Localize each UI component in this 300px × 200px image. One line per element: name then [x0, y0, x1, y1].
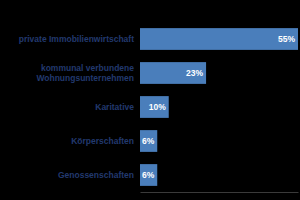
y-tick: Genossenschaften — [58, 170, 134, 180]
data-label: 6% — [142, 136, 155, 146]
y-tick: Karitative — [95, 102, 134, 112]
y-tick: private Immobilienwirtschaft — [19, 34, 134, 44]
category-label: Körperschaften — [71, 136, 134, 146]
data-label: 6% — [142, 170, 155, 180]
bar — [140, 164, 157, 186]
y-axis: private Immobilienwirtschaft kommunal ver… — [19, 34, 135, 180]
category-label: Karitative — [95, 102, 134, 112]
x-axis — [141, 192, 299, 193]
bar — [140, 62, 206, 84]
category-label: kommunal verbundeneWohnungsunternehmen — [36, 63, 134, 83]
background — [0, 0, 300, 200]
data-label: 55% — [278, 34, 295, 44]
data-label: 10% — [149, 102, 166, 112]
bar — [140, 96, 169, 118]
plot: private Immobilienwirtschaft kommunal ver… — [19, 28, 299, 192]
bar — [140, 130, 157, 152]
category-label-line: Wohnungsunternehmen — [36, 73, 134, 83]
y-tick: Körperschaften — [71, 136, 134, 146]
y-tick: kommunal verbundeneWohnungsunternehmen — [36, 63, 134, 83]
category-label: Genossenschaften — [58, 170, 134, 180]
data-label: 23% — [186, 68, 203, 78]
x-axis-line — [141, 192, 299, 193]
category-label: private Immobilienwirtschaft — [19, 34, 134, 44]
bar — [140, 28, 298, 50]
data-labels: 55% 23% 10% 6% 6% — [142, 34, 295, 180]
category-label-line: kommunal verbundene — [41, 63, 134, 73]
chart: private Immobilienwirtschaft kommunal ver… — [0, 0, 300, 200]
bars — [140, 28, 298, 186]
